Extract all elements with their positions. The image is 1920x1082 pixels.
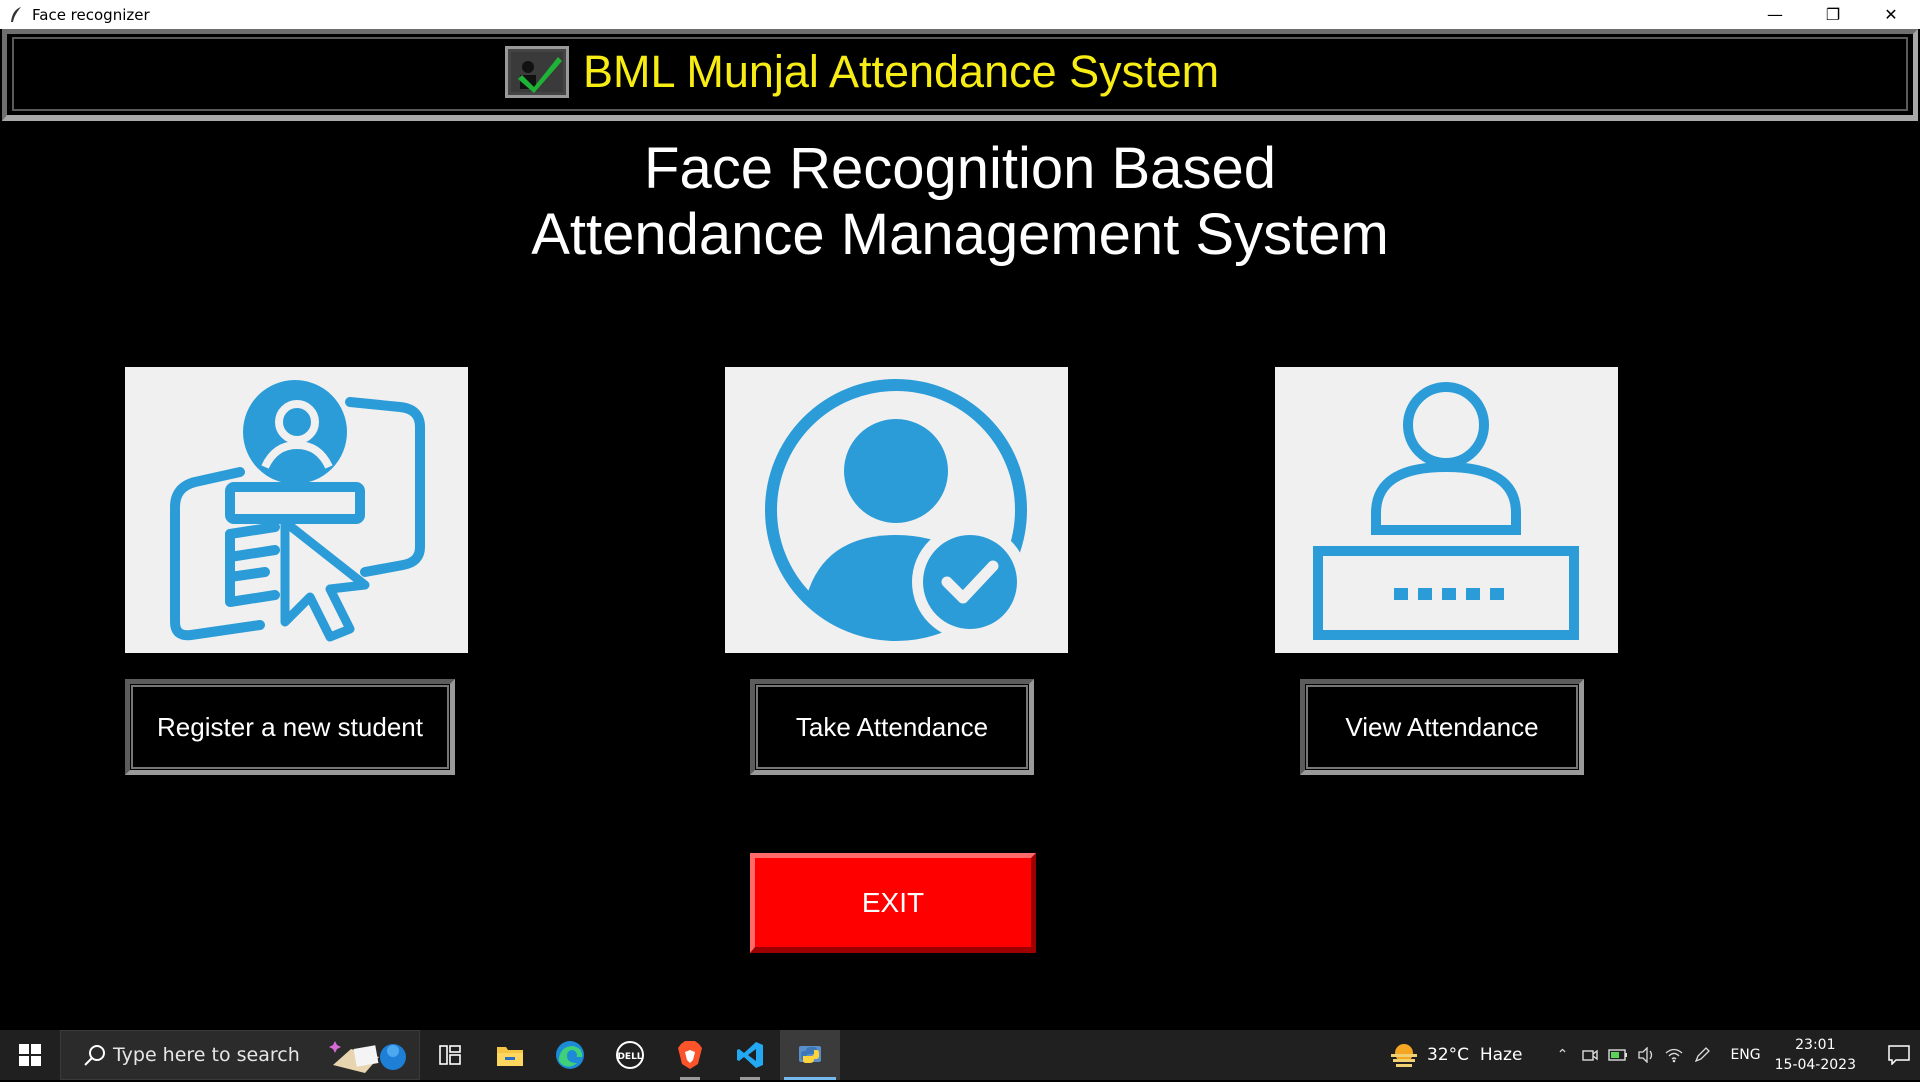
register-student-label: Register a new student (157, 711, 423, 742)
volume-icon[interactable] (1632, 1030, 1660, 1080)
header-banner: BML Munjal Attendance System (2, 29, 1918, 121)
weather-text: 32°C Haze (1427, 1045, 1523, 1065)
search-placeholder: Type here to search (113, 1044, 300, 1066)
minimize-button[interactable]: — (1767, 5, 1783, 24)
search-highlights-icon (325, 1035, 415, 1077)
clock[interactable]: 23:01 15-04-2023 (1775, 1035, 1856, 1075)
edge-browser-icon (556, 1041, 584, 1069)
take-attendance-icon (725, 367, 1068, 653)
brave-browser-icon (678, 1041, 702, 1069)
language-indicator[interactable]: ENG (1730, 1047, 1761, 1063)
taskbar-python[interactable] (780, 1030, 840, 1080)
system-tray: 32°C Haze ⌃ ENG 23:01 15-04-2023 (1389, 1030, 1920, 1080)
main-heading-line-1: Face Recognition Based (644, 136, 1276, 201)
svg-text:DELL: DELL (617, 1052, 642, 1062)
exit-button[interactable]: EXIT (750, 853, 1036, 953)
clock-time: 23:01 (1795, 1037, 1836, 1053)
view-attendance-button[interactable]: View Attendance (1300, 679, 1584, 775)
vscode-icon (737, 1042, 763, 1068)
meet-now-icon[interactable] (1576, 1030, 1604, 1080)
haze-weather-icon (1391, 1044, 1418, 1067)
pen-icon[interactable] (1688, 1030, 1716, 1080)
search-icon (84, 1045, 105, 1066)
window-titlebar: Face recognizer — ❐ ✕ (0, 0, 1920, 29)
task-view-icon (439, 1045, 461, 1065)
banner-title: BML Munjal Attendance System (583, 46, 1220, 97)
exit-label: EXIT (861, 886, 925, 918)
register-student-button[interactable]: Register a new student (125, 679, 455, 775)
taskbar-dell[interactable]: DELL (600, 1030, 660, 1080)
taskbar-brave[interactable] (660, 1030, 720, 1080)
chevron-up-icon: ⌃ (1556, 1047, 1569, 1063)
view-attendance-icon (1275, 367, 1618, 653)
banner-border (12, 37, 1908, 111)
folder-icon (497, 1047, 523, 1066)
taskbar-vscode[interactable] (720, 1030, 780, 1080)
view-attendance-label: View Attendance (1345, 711, 1539, 742)
taskbar-edge[interactable] (540, 1030, 600, 1080)
start-button[interactable] (0, 1030, 60, 1080)
windows-logo-icon (19, 1044, 41, 1066)
clock-date: 15-04-2023 (1774, 1057, 1856, 1073)
register-student-icon (125, 367, 468, 653)
dell-icon: DELL (616, 1041, 644, 1069)
python-icon (799, 1046, 821, 1063)
task-view-button[interactable] (420, 1030, 480, 1080)
taskbar-search[interactable]: Type here to search (60, 1030, 420, 1080)
main-heading-line-2: Attendance Management System (531, 202, 1389, 267)
battery-icon[interactable] (1604, 1030, 1632, 1080)
notification-icon (1888, 1045, 1910, 1065)
taskbar-file-explorer[interactable] (480, 1030, 540, 1080)
attendance-check-icon (505, 46, 569, 98)
weather-widget[interactable]: 32°C Haze (1389, 1042, 1522, 1068)
show-hidden-icons-button[interactable]: ⌃ (1548, 1030, 1576, 1080)
take-attendance-label: Take Attendance (795, 711, 989, 742)
restore-button[interactable]: ❐ (1825, 5, 1841, 24)
feather-icon (6, 5, 26, 25)
take-attendance-button[interactable]: Take Attendance (750, 679, 1034, 775)
taskbar: Type here to search (0, 1030, 1920, 1080)
close-button[interactable]: ✕ (1884, 5, 1898, 24)
window-title: Face recognizer (32, 5, 150, 24)
wifi-icon[interactable] (1660, 1030, 1688, 1080)
notifications-button[interactable] (1878, 1045, 1920, 1065)
